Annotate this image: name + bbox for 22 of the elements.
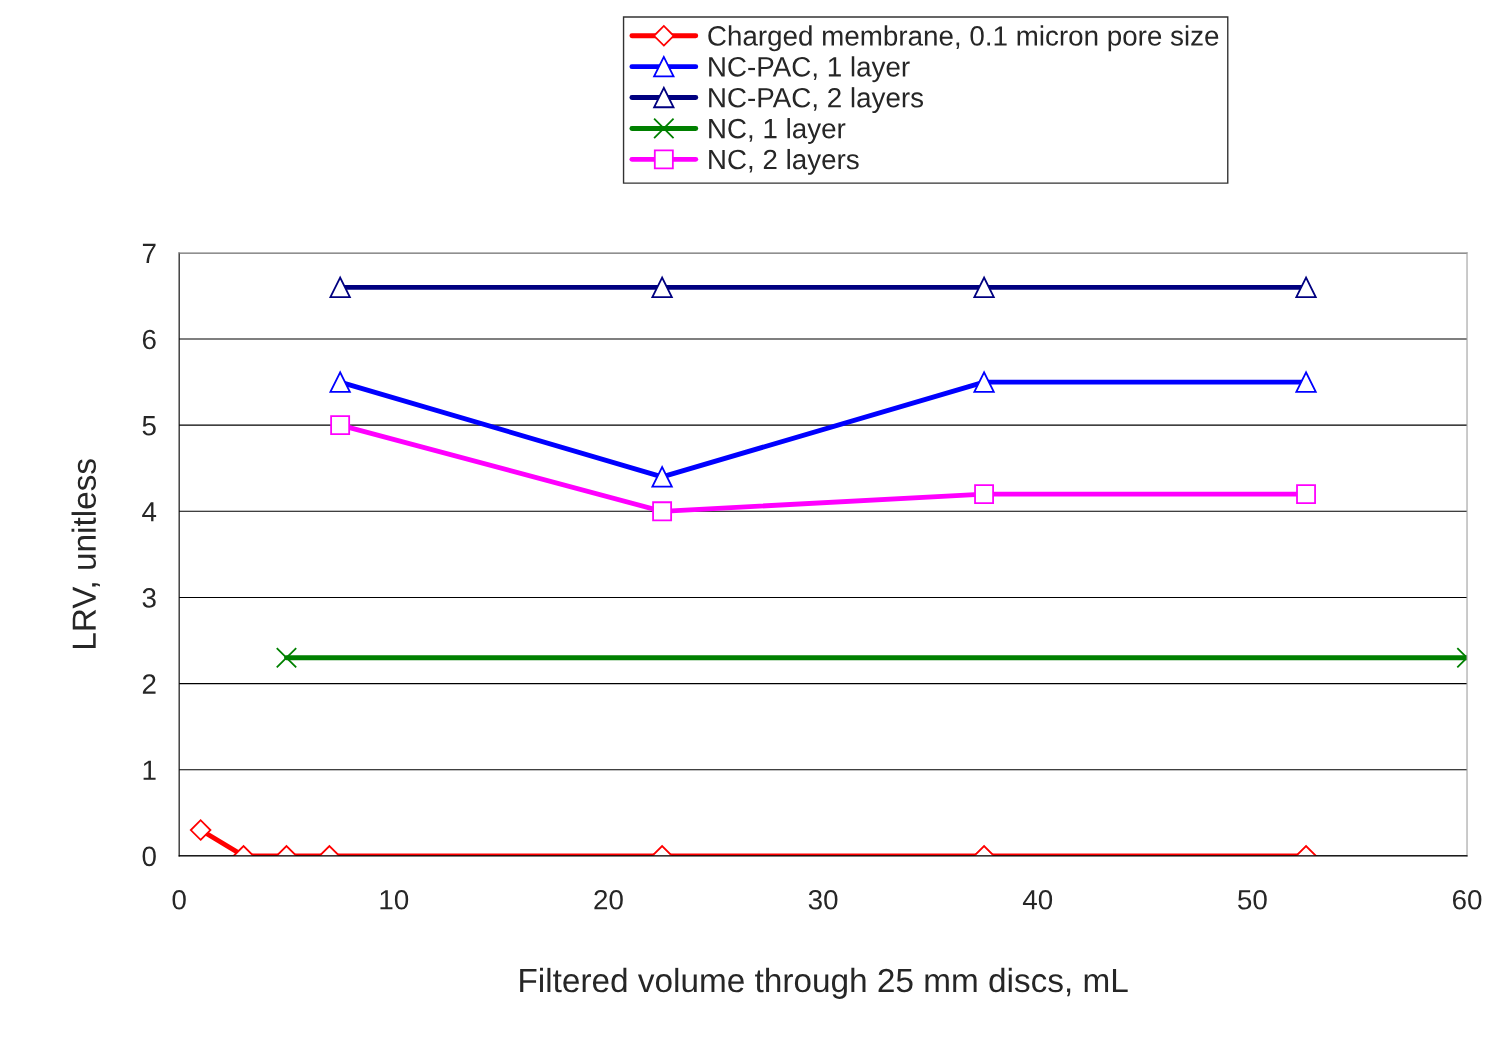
x-tick-label: 20: [594, 889, 623, 910]
y-tick-label: 2: [142, 674, 156, 694]
x-tick-label: 40: [1022, 889, 1053, 910]
y-axis-title: LRV, unitless: [71, 459, 100, 649]
y-tick-label: 4: [142, 502, 157, 522]
y-tick-label: 0: [142, 846, 156, 867]
x-tick-label: 30: [808, 889, 838, 910]
y-tick-label: 3: [142, 588, 156, 608]
y-tick-label: 7: [142, 243, 156, 263]
y-tick-label: 6: [142, 329, 156, 350]
x-tick-label: 50: [1238, 889, 1267, 910]
legend-label: NC, 1 layer: [709, 118, 846, 144]
legend-label: NC-PAC, 2 layers: [709, 87, 924, 114]
legend-label: NC-PAC, 1 layer: [709, 56, 910, 83]
legend-label: NC, 2 layers: [709, 148, 859, 175]
x-axis-title: Filtered volume through 25 mm discs, mL: [520, 967, 1128, 999]
x-tick-label: 60: [1452, 889, 1482, 910]
legend-label: Charged membrane, 0.1 micron pore size: [708, 25, 1219, 52]
y-tick-label: 1: [143, 760, 156, 780]
x-tick-label: 0: [172, 889, 186, 910]
x-tick-label: 10: [380, 889, 409, 910]
y-tick-label: 5: [142, 416, 156, 436]
